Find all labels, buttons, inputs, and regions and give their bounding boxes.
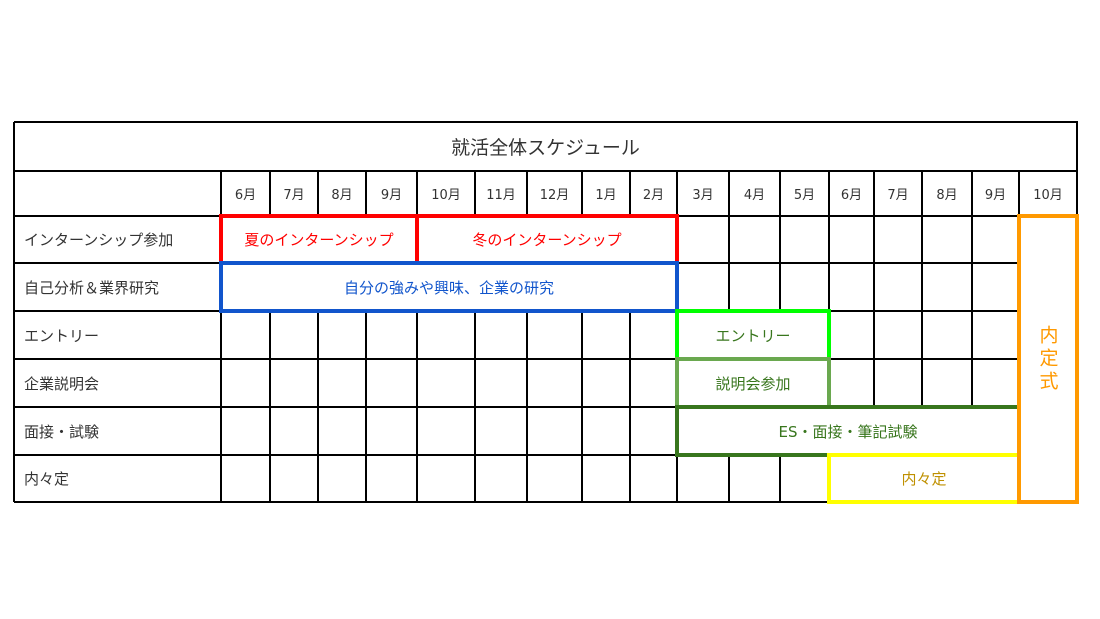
row-label: 内々定 [24, 470, 70, 488]
bar-label: 内々定 [901, 470, 947, 488]
month-header: 4月 [743, 188, 766, 203]
schedule-bar: 説明会参加 [675, 357, 831, 409]
grid-line-h [14, 121, 1078, 123]
grid-line-v [317, 171, 319, 502]
month-header: 3月 [692, 188, 714, 203]
bar-label: 夏のインターンシップ [244, 231, 394, 249]
month-header: 10月 [431, 188, 461, 203]
bar-label: ES・面接・筆記試験 [778, 422, 918, 441]
grid-line-v [971, 171, 973, 502]
row-label: エントリー [24, 326, 100, 345]
grid-line-v [474, 171, 476, 502]
row-label: 面接・試験 [24, 422, 100, 441]
grid-line-v [220, 171, 222, 502]
grid-line-v [873, 171, 875, 502]
bar-label: 冬のインターンシップ [472, 231, 622, 249]
month-header: 8月 [936, 188, 958, 203]
bar-label: 自分の強みや興味、企業の研究 [343, 278, 554, 297]
month-header: 5月 [793, 188, 816, 203]
month-header: 1月 [595, 188, 617, 203]
month-header: 11月 [486, 188, 516, 203]
bar-label: 説明会参加 [715, 374, 791, 393]
month-header: 8月 [331, 188, 353, 203]
row-label: 企業説明会 [24, 374, 100, 393]
grid-line-v [365, 171, 367, 502]
grid-line-h [14, 358, 1078, 360]
month-header: 12月 [539, 188, 570, 203]
schedule-bar: 内々定 [827, 453, 1021, 504]
schedule-bar: 自分の強みや興味、企業の研究 [219, 261, 679, 313]
month-header: 10月 [1033, 188, 1063, 203]
grid-line-v [526, 171, 528, 502]
month-header: 9月 [984, 188, 1007, 203]
schedule-bar: ES・面接・筆記試験 [675, 405, 1021, 457]
month-header: 7月 [887, 188, 909, 203]
grid-line-h [14, 501, 1078, 503]
row-label: インターンシップ参加 [24, 231, 174, 249]
grid-line-h [14, 170, 1078, 172]
month-header: 2月 [642, 188, 665, 203]
schedule-bar: 内定式 [1017, 214, 1079, 504]
grid-line-v [269, 171, 271, 502]
grid-line-h [14, 406, 1078, 408]
grid-line-v [921, 171, 923, 502]
month-header: 9月 [380, 188, 403, 203]
table-title: 就活全体スケジュール [451, 137, 640, 159]
month-header: 6月 [234, 188, 257, 203]
grid-line-h [14, 454, 1078, 456]
grid-line-v [416, 171, 418, 502]
month-header: 6月 [840, 188, 863, 203]
schedule-bar: 冬のインターンシップ [415, 214, 679, 265]
schedule-bar: エントリー [675, 309, 831, 361]
grid-line-v [581, 171, 583, 502]
grid-line-v [629, 171, 631, 502]
bar-label: 内定式 [1036, 324, 1059, 394]
schedule-bar: 夏のインターンシップ [219, 214, 419, 265]
grid-line-v [13, 122, 15, 502]
month-header: 7月 [283, 188, 305, 203]
row-label: 自己分析＆業界研究 [24, 278, 160, 297]
bar-label: エントリー [715, 326, 791, 345]
